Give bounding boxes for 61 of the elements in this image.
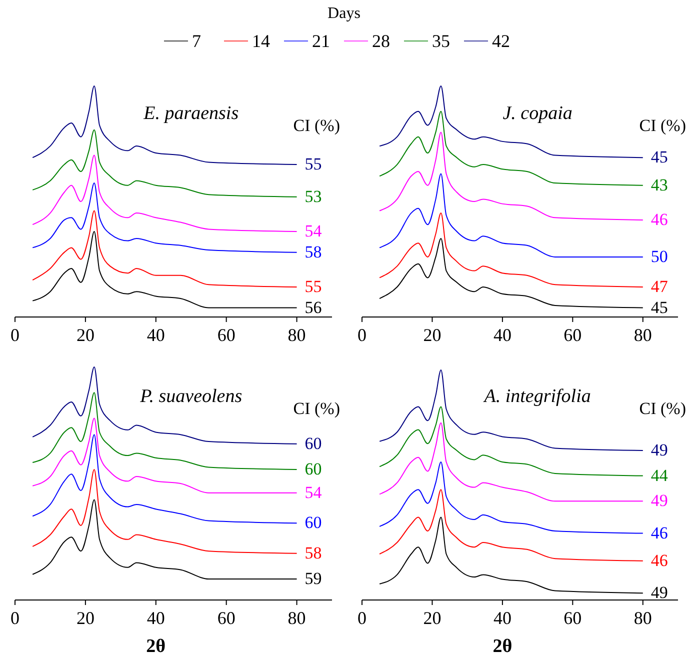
annotation: 53	[304, 186, 322, 206]
annotation: 58	[304, 242, 322, 262]
legend-label: 28	[372, 31, 390, 51]
x-tick-label: 80	[634, 608, 652, 628]
annotation: 55	[304, 276, 322, 296]
x-tick-label: 0	[10, 325, 20, 345]
annotation: 46	[650, 523, 668, 542]
annotation: CI (%)	[293, 116, 340, 135]
annotation: CI (%)	[639, 399, 686, 418]
annotation: 54	[304, 222, 322, 241]
x-tick-label: 0	[358, 325, 366, 345]
x-tick-label: 0	[358, 608, 366, 628]
x-tick-label: 60	[564, 325, 582, 345]
x-tick-label: 80	[634, 325, 652, 345]
annotation: 54	[304, 482, 322, 502]
x-tick-label: 60	[217, 608, 236, 628]
text: E. paraensis	[142, 103, 239, 124]
annotation: 45	[650, 148, 668, 167]
annotation: 49	[650, 440, 668, 460]
x-tick-label: 40	[146, 325, 165, 345]
annotation: 47	[650, 276, 668, 296]
annotation: CI (%)	[639, 116, 686, 135]
annotation: 46	[650, 210, 668, 229]
annotation: 45	[650, 298, 668, 317]
x-tick-label: 40	[146, 608, 165, 628]
x-tick-label: 20	[423, 608, 442, 628]
x-tick-label: 20	[76, 325, 94, 345]
annotation: 50	[650, 246, 668, 266]
annotation: 60	[304, 513, 322, 532]
annotation: 58	[304, 543, 322, 562]
annotation: 49	[650, 491, 668, 510]
x-tick-label: 40	[493, 325, 512, 345]
x-tick-label: 60	[217, 325, 236, 345]
annotation: 43	[650, 175, 668, 194]
annotation: CI (%)	[293, 399, 340, 418]
legend-title: Days	[328, 5, 360, 22]
x-tick-label: 20	[76, 608, 94, 628]
annotation: 59	[304, 569, 322, 588]
legend-label: 21	[312, 31, 330, 51]
x-axis-title: 2θ	[146, 636, 166, 657]
annotation: 60	[304, 434, 322, 453]
text: A. integrifolia	[482, 386, 591, 407]
legend-label: 42	[492, 31, 510, 51]
x-tick-label: 80	[288, 608, 306, 628]
annotation: 60	[304, 460, 322, 479]
annotation: 46	[650, 550, 668, 570]
annotation: 55	[304, 154, 322, 174]
legend-label: 14	[252, 31, 270, 51]
x-tick-label: 20	[423, 325, 442, 345]
legend-label: 35	[432, 31, 450, 51]
x-tick-label: 60	[564, 608, 582, 628]
x-tick-label: 0	[10, 608, 20, 628]
annotation: 44	[650, 466, 668, 485]
legend-label: 7	[192, 31, 201, 51]
annotation: 56	[304, 298, 322, 317]
x-tick-label: 40	[493, 608, 512, 628]
x-axis-title: 2θ	[492, 636, 512, 657]
annotation: 49	[650, 583, 668, 602]
x-tick-label: 80	[288, 325, 306, 345]
text: P. suaveolens	[139, 386, 242, 407]
text: J. copaia	[502, 103, 572, 124]
